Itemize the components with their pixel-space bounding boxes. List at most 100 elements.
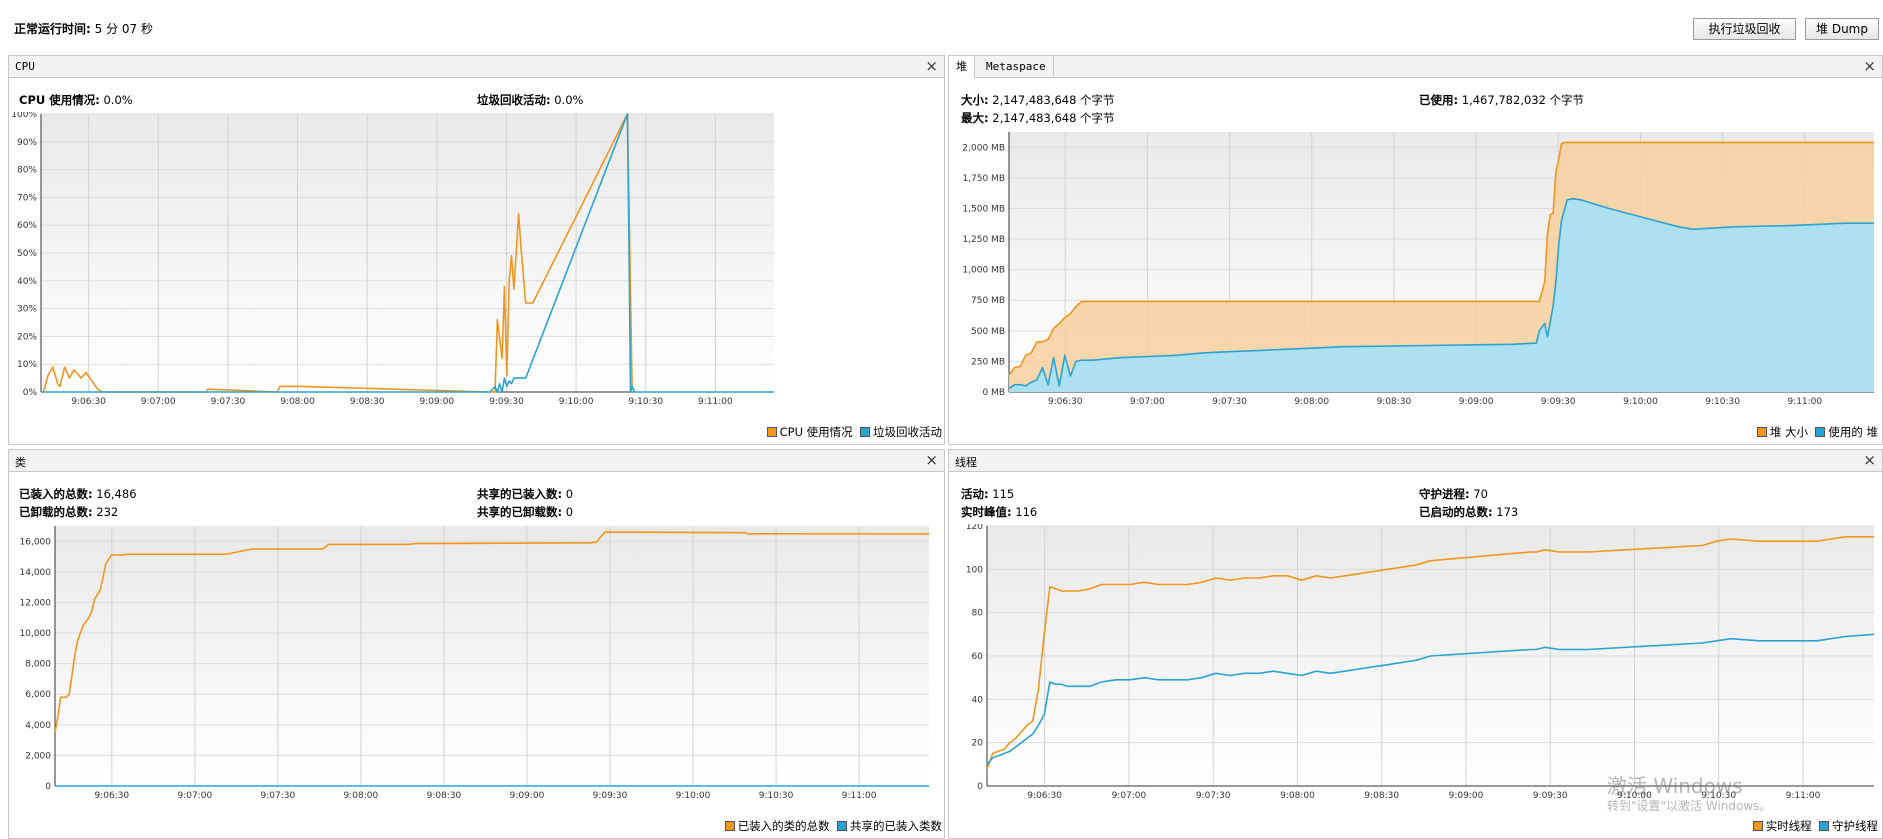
x-tick-label: 9:07:00 [1130, 397, 1165, 407]
x-tick-label: 9:07:30 [1196, 791, 1231, 801]
tab-metaspace[interactable]: Metaspace [979, 56, 1054, 78]
threads-panel: 线程 × 活动: 115 实时峰值: 116 守护进程: 70 已启动的总数: … [948, 449, 1883, 839]
heap-max-label: 最大: [961, 111, 989, 125]
tab-heap[interactable]: 堆 [949, 56, 975, 78]
x-tick-label: 9:07:00 [141, 397, 176, 407]
x-tick-label: 9:10:00 [676, 791, 711, 801]
y-tick-label: 90% [17, 138, 37, 148]
y-tick-label: 250 MB [971, 357, 1005, 367]
cpu-usage-value: 0.0% [103, 93, 133, 107]
x-tick-label: 9:09:30 [1541, 397, 1576, 407]
x-tick-label: 9:06:30 [1027, 791, 1062, 801]
heap-titlebar: 堆 Metaspace × [949, 56, 1882, 78]
threads-peak-stat: 实时峰值: 116 [961, 504, 1037, 520]
heap-used-stat: 已使用: 1,467,782,032 个字节 [1419, 92, 1584, 108]
threads-live-label: 活动: [961, 487, 989, 501]
x-tick-label: 9:07:30 [211, 397, 246, 407]
classes-unloaded-stat: 已卸载的总数: 232 [19, 504, 118, 520]
y-tick-label: 120 [966, 524, 983, 532]
legend-swatch-gc [860, 427, 870, 437]
gc-activity-stat: 垃圾回收活动: 0.0% [477, 92, 583, 108]
heap-dump-button[interactable]: 堆 Dump [1805, 18, 1879, 40]
y-tick-label: 80% [17, 166, 37, 176]
x-tick-label: 9:09:00 [510, 791, 545, 801]
x-tick-label: 9:10:30 [628, 397, 663, 407]
x-tick-label: 9:08:00 [280, 397, 315, 407]
y-tick-label: 500 MB [971, 327, 1005, 337]
y-tick-label: 100% [11, 112, 37, 120]
y-tick-label: 80 [972, 609, 984, 619]
heap-legend: 堆 大小 使用的 堆 [1756, 424, 1878, 440]
x-tick-label: 9:10:30 [759, 791, 794, 801]
threads-title: 线程 [955, 456, 977, 469]
threads-chart: 0 20 40 60 80 100 120 9:06:30 9:07:00 9:07:30 9:08… [966, 524, 1875, 801]
y-tick-label: 1,000 MB [962, 266, 1005, 276]
threads-daemon-stat: 守护进程: 70 [1419, 486, 1488, 502]
y-tick-label: 40 [972, 695, 984, 705]
y-tick-label: 6,000 [25, 690, 51, 700]
y-tick-label: 0 [45, 782, 51, 792]
legend-swatch-heap-used [1815, 427, 1826, 437]
x-tick-label: 9:09:00 [1449, 791, 1484, 801]
y-tick-label: 4,000 [25, 721, 51, 731]
y-tick-label: 60% [17, 221, 37, 231]
y-tick-label: 1,500 MB [962, 204, 1005, 214]
legend-swatch-shared [837, 821, 847, 831]
series-line-classes-0 [54, 531, 930, 733]
legend-swatch-loaded [724, 821, 735, 831]
threads-daemon-label: 守护进程: [1419, 487, 1470, 501]
y-tick-label: 16,000 [20, 537, 52, 547]
y-tick-label: 14,000 [20, 568, 52, 578]
y-tick-label: 10% [17, 360, 37, 370]
y-tick-label: 750 MB [971, 296, 1005, 306]
legend-label-shared: 共享的已装入类数 [850, 819, 942, 833]
series-line-heap-0 [1008, 141, 1874, 376]
y-tick-label: 10,000 [20, 629, 52, 639]
classes-unloaded-label: 已卸载的总数: [19, 505, 93, 519]
y-tick-label: 0 MB [982, 388, 1005, 398]
x-tick-label: 9:08:30 [1364, 791, 1399, 801]
y-tick-label: 2,000 [25, 751, 51, 761]
x-tick-label: 9:06:30 [94, 791, 129, 801]
legend-label-heap-used: 使用的 堆 [1828, 425, 1878, 439]
legend-swatch-live-threads [1752, 821, 1763, 831]
y-tick-label: 1,250 MB [962, 235, 1005, 245]
cpu-usage-stat: CPU 使用情况: 0.0% [19, 92, 133, 108]
legend-swatch-heap-size [1756, 427, 1767, 437]
threads-titlebar: 线程 × [949, 450, 1882, 472]
y-tick-label: 20% [17, 332, 37, 342]
series-line-cpu-0 [41, 113, 636, 393]
heap-chart: 0 MB 250 MB 500 MB 750 MB 1,000 MB 1,250 MB 1,… [962, 132, 1874, 407]
heap-max-stat: 最大: 2,147,483,648 个字节 [961, 110, 1115, 126]
shared-unloaded-label: 共享的已卸载数: [477, 505, 563, 519]
threads-live-value: 115 [992, 487, 1015, 501]
close-icon[interactable]: × [925, 57, 938, 75]
x-tick-label: 9:07:30 [261, 791, 296, 801]
heap-used-value: 1,467,782,032 个字节 [1461, 93, 1585, 107]
series-line-threads-1 [986, 633, 1875, 765]
close-icon[interactable]: × [1863, 451, 1876, 469]
x-tick-label: 9:08:30 [350, 397, 385, 407]
y-tick-label: 60 [972, 652, 984, 662]
x-tick-label: 9:08:00 [344, 791, 379, 801]
classes-loaded-value: 16,486 [96, 487, 137, 501]
close-icon[interactable]: × [925, 451, 938, 469]
classes-chart: 0 2,000 4,000 6,000 8,000 10,000 12,000 14,000 1… [20, 526, 930, 801]
legend-swatch-daemon-threads [1819, 821, 1829, 831]
shared-loaded-label: 共享的已装入数: [477, 487, 563, 501]
x-tick-label: 9:09:00 [1459, 397, 1494, 407]
x-tick-label: 9:06:30 [71, 397, 106, 407]
y-tick-label: 8,000 [25, 660, 51, 670]
classes-loaded-label: 已装入的总数: [19, 487, 93, 501]
x-tick-label: 9:11:00 [842, 791, 877, 801]
uptime-label: 正常运行时间: [14, 22, 91, 36]
legend-label-live-threads: 实时线程 [1765, 819, 1812, 833]
legend-label-heap-size: 堆 大小 [1769, 425, 1809, 439]
perform-gc-button[interactable]: 执行垃圾回收 [1693, 18, 1796, 40]
cpu-usage-label: CPU 使用情况: [19, 93, 100, 107]
x-tick-label: 9:06:30 [1048, 397, 1083, 407]
close-icon[interactable]: × [1863, 57, 1876, 75]
x-tick-label: 9:09:00 [419, 397, 454, 407]
shared-unloaded-value: 0 [565, 505, 574, 519]
x-tick-label: 9:10:00 [1617, 791, 1652, 801]
